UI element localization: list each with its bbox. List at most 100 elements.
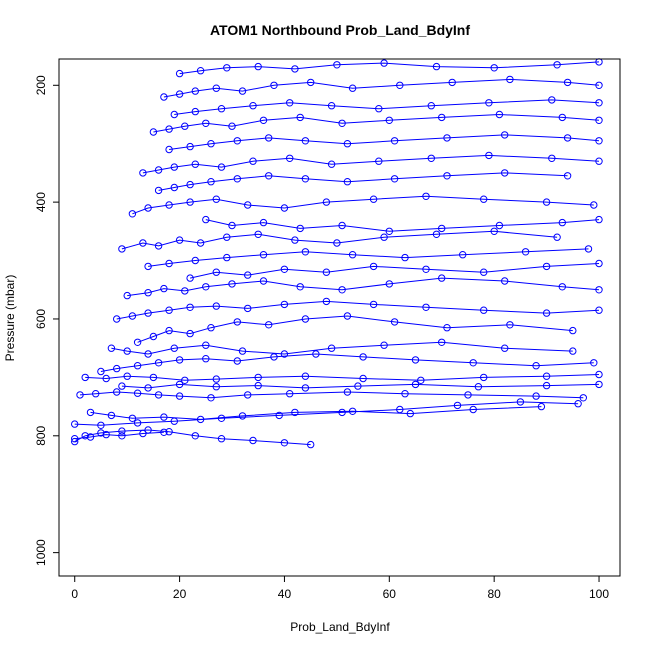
data-point xyxy=(133,362,142,370)
data-point xyxy=(86,408,95,417)
data-point xyxy=(71,435,79,443)
data-point xyxy=(359,353,367,361)
series-line-17 xyxy=(158,172,568,191)
data-point xyxy=(223,253,231,262)
data-point xyxy=(422,265,430,273)
data-point xyxy=(238,87,247,95)
data-point xyxy=(558,218,566,227)
data-point xyxy=(118,432,126,440)
data-point xyxy=(175,236,184,244)
data-point xyxy=(558,283,566,291)
data-point xyxy=(375,157,383,165)
series-line-8 xyxy=(121,230,558,250)
data-point xyxy=(191,432,200,440)
x-tick-label: 60 xyxy=(383,587,397,601)
data-point xyxy=(181,376,189,384)
data-point xyxy=(438,224,446,233)
data-point xyxy=(165,145,173,154)
data-point xyxy=(165,125,173,133)
series-line-10 xyxy=(142,154,600,174)
data-point xyxy=(202,283,210,291)
data-point xyxy=(191,87,200,95)
data-point xyxy=(186,180,194,189)
data-point xyxy=(133,419,142,427)
data-point xyxy=(223,233,231,241)
data-point xyxy=(286,390,294,398)
data-point xyxy=(516,398,525,406)
data-point xyxy=(71,420,79,428)
data-point xyxy=(301,315,310,323)
data-point xyxy=(97,367,105,376)
data-point xyxy=(165,306,173,314)
data-point xyxy=(322,297,331,306)
data-point xyxy=(139,239,147,247)
data-point xyxy=(359,374,367,383)
data-point xyxy=(238,347,247,355)
data-point xyxy=(113,315,121,323)
data-point xyxy=(223,64,231,72)
y-tick-label: 400 xyxy=(34,192,48,212)
y-tick-label: 200 xyxy=(34,75,48,95)
series-line-4 xyxy=(90,406,542,420)
data-point xyxy=(595,259,603,268)
data-point xyxy=(338,408,346,417)
data-point xyxy=(254,230,262,239)
data-point xyxy=(495,110,504,119)
data-point xyxy=(170,417,179,425)
data-point xyxy=(563,172,572,180)
data-point xyxy=(469,405,477,414)
data-point xyxy=(202,215,210,224)
data-point xyxy=(553,233,561,241)
data-point xyxy=(254,381,262,390)
series-line-13 xyxy=(179,61,600,75)
data-point xyxy=(280,300,289,309)
data-point xyxy=(432,230,441,239)
series-line-18 xyxy=(169,134,600,150)
series-line-9 xyxy=(132,195,594,215)
series-line-22 xyxy=(205,219,600,232)
data-point xyxy=(280,350,289,358)
data-point xyxy=(154,166,163,174)
data-point xyxy=(327,160,336,168)
data-point xyxy=(532,392,540,400)
data-point xyxy=(569,347,577,355)
data-point xyxy=(338,119,346,128)
data-point xyxy=(301,137,310,145)
data-point xyxy=(390,137,399,145)
data-point xyxy=(595,99,603,107)
x-tick-label: 40 xyxy=(278,587,292,601)
data-point xyxy=(144,204,152,212)
data-point xyxy=(291,236,299,244)
data-point xyxy=(375,105,383,113)
data-point xyxy=(411,356,420,364)
x-axis: 0 20 40 60 80 100 xyxy=(71,575,609,601)
data-point xyxy=(343,140,352,148)
x-tick-label: 80 xyxy=(487,587,501,601)
data-point xyxy=(327,344,336,352)
data-point xyxy=(595,157,603,165)
data-point xyxy=(506,75,514,84)
data-point xyxy=(233,357,242,365)
data-point xyxy=(212,84,221,92)
data-point xyxy=(228,280,236,288)
data-point xyxy=(401,390,409,398)
x-tick-label: 0 xyxy=(71,587,78,601)
data-point xyxy=(259,277,268,285)
series-line-1 xyxy=(74,429,311,446)
data-point xyxy=(485,151,493,160)
data-point xyxy=(265,172,273,180)
data-point xyxy=(233,137,242,145)
data-point xyxy=(186,303,194,311)
data-point xyxy=(438,113,446,122)
data-point xyxy=(139,169,147,177)
data-point xyxy=(202,355,210,363)
data-point xyxy=(443,324,451,332)
data-point xyxy=(244,271,252,279)
data-point xyxy=(202,119,210,128)
data-point xyxy=(396,405,404,414)
data-point xyxy=(102,430,110,439)
data-point xyxy=(480,373,488,382)
data-point xyxy=(102,374,110,383)
data-point xyxy=(443,134,451,142)
